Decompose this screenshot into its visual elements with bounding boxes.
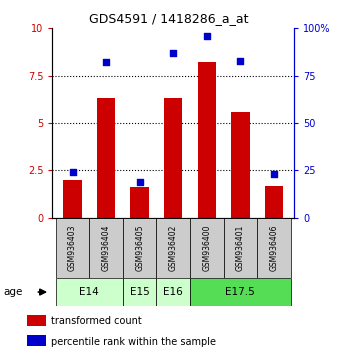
Point (103, 59, 109, 65)
Bar (164, 98, 183, 218)
Bar (27, 335, 46, 346)
Bar (27, 315, 46, 326)
Bar (190, 278, 291, 306)
Text: GSM936403: GSM936403 (68, 224, 77, 271)
Text: transformed count: transformed count (51, 316, 141, 326)
Bar (156, 218, 190, 278)
Bar (123, 218, 156, 278)
Text: GSM936404: GSM936404 (102, 224, 111, 271)
Bar (130, 187, 149, 218)
Bar (56, 278, 123, 306)
Text: GSM936402: GSM936402 (169, 224, 178, 271)
Text: GDS4591 / 1418286_a_at: GDS4591 / 1418286_a_at (89, 12, 249, 25)
Point (238, 58, 243, 63)
Bar (156, 278, 190, 306)
Point (271, 171, 276, 177)
Text: E15: E15 (130, 287, 149, 297)
Text: E14: E14 (79, 287, 99, 297)
Point (70, 170, 75, 175)
Text: GSM936400: GSM936400 (202, 224, 211, 271)
Bar (123, 278, 156, 306)
Text: age: age (3, 287, 23, 297)
Bar (97, 98, 115, 218)
Bar (89, 218, 123, 278)
Text: percentile rank within the sample: percentile rank within the sample (51, 337, 216, 347)
Point (171, 50, 176, 56)
Point (204, 33, 210, 39)
Bar (190, 218, 223, 278)
Text: GSM936401: GSM936401 (236, 224, 245, 271)
Bar (56, 218, 89, 278)
Bar (63, 180, 82, 218)
Bar (231, 112, 249, 218)
Text: GSM936406: GSM936406 (269, 224, 279, 271)
Text: E17.5: E17.5 (225, 287, 255, 297)
Point (137, 179, 142, 184)
Text: E16: E16 (163, 287, 183, 297)
Bar (265, 185, 283, 218)
Bar (257, 218, 291, 278)
Bar (223, 218, 257, 278)
Text: GSM936405: GSM936405 (135, 224, 144, 271)
Bar (197, 62, 216, 218)
